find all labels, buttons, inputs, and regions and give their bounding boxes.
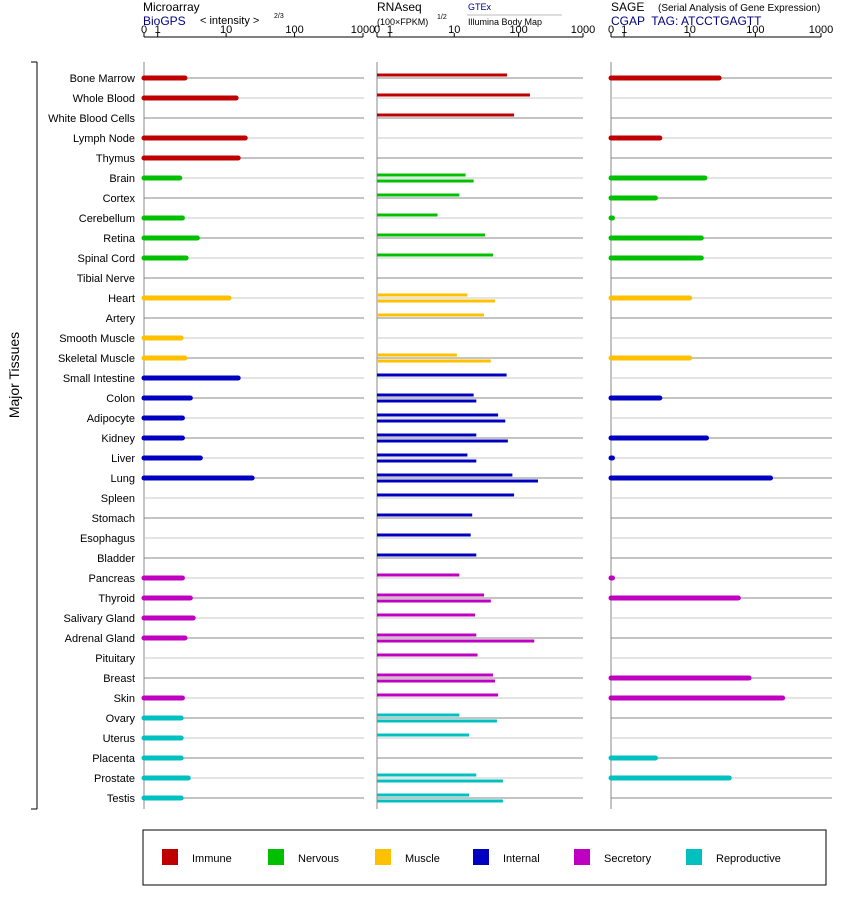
x-tick-label-0-1: 1	[155, 24, 161, 36]
x-tick-label-1-0: 0	[374, 24, 380, 36]
tissue-label-whole-blood: Whole Blood	[73, 93, 135, 105]
legend-label-internal: Internal	[503, 853, 540, 865]
tissue-label-kidney: Kidney	[101, 433, 135, 445]
x-tick-label-0-2: 10	[220, 24, 232, 36]
tissue-label-tibial-nerve: Tibial Nerve	[77, 273, 135, 285]
tissue-label-brain: Brain	[109, 173, 135, 185]
sage-panel: 0 1 10 100 1000	[608, 24, 833, 809]
legend-label-muscle: Muscle	[405, 853, 440, 865]
microarray-subtitle: BioGPS	[143, 14, 186, 28]
tissue-label-breast: Breast	[103, 673, 135, 685]
legend-swatch-reproductive	[686, 849, 702, 865]
tissue-label-pituitary: Pituitary	[95, 653, 135, 665]
x-tick-label-2-4: 1000	[809, 24, 833, 36]
tissue-label-stomach: Stomach	[92, 513, 135, 525]
tissue-label-lymph-node: Lymph Node	[73, 133, 135, 145]
sage-note: (Serial Analysis of Gene Expression)	[658, 3, 820, 14]
tissue-label-spinal-cord: Spinal Cord	[78, 253, 135, 265]
sage-header: SAGE (Serial Analysis of Gene Expression…	[611, 0, 820, 28]
tissue-label-thyroid: Thyroid	[98, 593, 135, 605]
sage-title: SAGE	[611, 0, 644, 14]
tissue-label-smooth-muscle: Smooth Muscle	[59, 333, 135, 345]
microarray-note-exponent: 2/3	[274, 13, 284, 20]
tissue-label-esophagus: Esophagus	[80, 533, 136, 545]
rnaseq-panel: 0 1 10 100 1000	[374, 24, 595, 809]
legend-label-secretory: Secretory	[604, 853, 652, 865]
rnaseq-header: RNAseq (100×FPKM) 1/2 GTEx Illumina Body…	[377, 0, 562, 27]
tissue-label-white-blood-cells: White Blood Cells	[48, 113, 135, 125]
tissue-label-skin: Skin	[114, 693, 135, 705]
tissue-label-bladder: Bladder	[97, 553, 135, 565]
legend-label-nervous: Nervous	[298, 853, 339, 865]
legend-label-reproductive: Reproductive	[716, 853, 781, 865]
tissue-label-adrenal-gland: Adrenal Gland	[65, 633, 135, 645]
x-tick-label-2-1: 1	[621, 24, 627, 36]
rnaseq-gtex-label: GTEx	[468, 2, 492, 12]
x-tick-label-2-0: 0	[608, 24, 614, 36]
tissue-label-pancreas: Pancreas	[89, 573, 136, 585]
legend-swatch-muscle	[375, 849, 391, 865]
tissue-label-colon: Colon	[106, 393, 135, 405]
x-tick-label-0-3: 100	[285, 24, 303, 36]
tissue-label-prostate: Prostate	[94, 773, 135, 785]
tissue-label-bone-marrow: Bone Marrow	[70, 73, 135, 85]
tissue-label-uterus: Uterus	[103, 733, 136, 745]
x-tick-label-0-4: 1000	[351, 24, 375, 36]
rnaseq-title-suffix: (100×FPKM)	[377, 17, 428, 27]
legend-swatch-nervous	[268, 849, 284, 865]
x-tick-label-2-3: 100	[746, 24, 764, 36]
x-tick-label-1-1: 1	[387, 24, 393, 36]
side-bracket	[31, 61, 38, 810]
tissue-label-retina: Retina	[103, 233, 136, 245]
sage-subtitle: CGAP TAG: ATCCTGAGTT	[611, 14, 762, 28]
x-tick-label-1-3: 100	[509, 24, 527, 36]
tissue-label-heart: Heart	[108, 293, 135, 305]
tissue-label-salivary-gland: Salivary Gland	[63, 613, 135, 625]
microarray-panel: 0 1 10 100 1000	[141, 24, 375, 809]
x-tick-label-1-2: 10	[448, 24, 460, 36]
microarray-title: Microarray	[143, 0, 200, 14]
legend-swatch-immune	[162, 849, 178, 865]
legend-label-immune: Immune	[192, 853, 232, 865]
legend-swatch-secretory	[574, 849, 590, 865]
legend: Immune Nervous Muscle Internal Secretory Repr…	[142, 829, 827, 886]
tissue-label-artery: Artery	[106, 313, 136, 325]
tissue-label-testis: Testis	[107, 793, 136, 805]
tissue-label-skeletal-muscle: Skeletal Muscle	[58, 353, 135, 365]
tissue-label-spleen: Spleen	[101, 493, 135, 505]
tissue-label-cortex: Cortex	[103, 193, 136, 205]
tissue-label-ovary: Ovary	[106, 713, 136, 725]
x-tick-label-0-0: 0	[141, 24, 147, 36]
tissue-label-thymus: Thymus	[96, 153, 136, 165]
microarray-note: < intensity >	[200, 15, 259, 27]
tissue-label-lung: Lung	[111, 473, 135, 485]
microarray-header: Microarray BioGPS < intensity > 2/3	[143, 0, 284, 28]
tissue-label-small-intestine: Small Intestine	[63, 373, 135, 385]
tissue-labels: Bone Marrow Whole Blood White Blood Cells L…	[48, 73, 136, 805]
side-label: Major Tissues	[6, 332, 22, 418]
tissue-label-adipocyte: Adipocyte	[87, 413, 135, 425]
x-tick-label-1-4: 1000	[571, 24, 595, 36]
x-tick-label-2-2: 10	[684, 24, 696, 36]
rnaseq-bodymap-label: Illumina Body Map	[468, 17, 542, 27]
legend-swatch-internal	[473, 849, 489, 865]
tissue-label-cerebellum: Cerebellum	[79, 213, 135, 225]
rnaseq-title-exponent: 1/2	[437, 14, 447, 21]
rnaseq-title: RNAseq	[377, 0, 422, 14]
tissue-label-placenta: Placenta	[92, 753, 136, 765]
tissue-label-liver: Liver	[111, 453, 135, 465]
